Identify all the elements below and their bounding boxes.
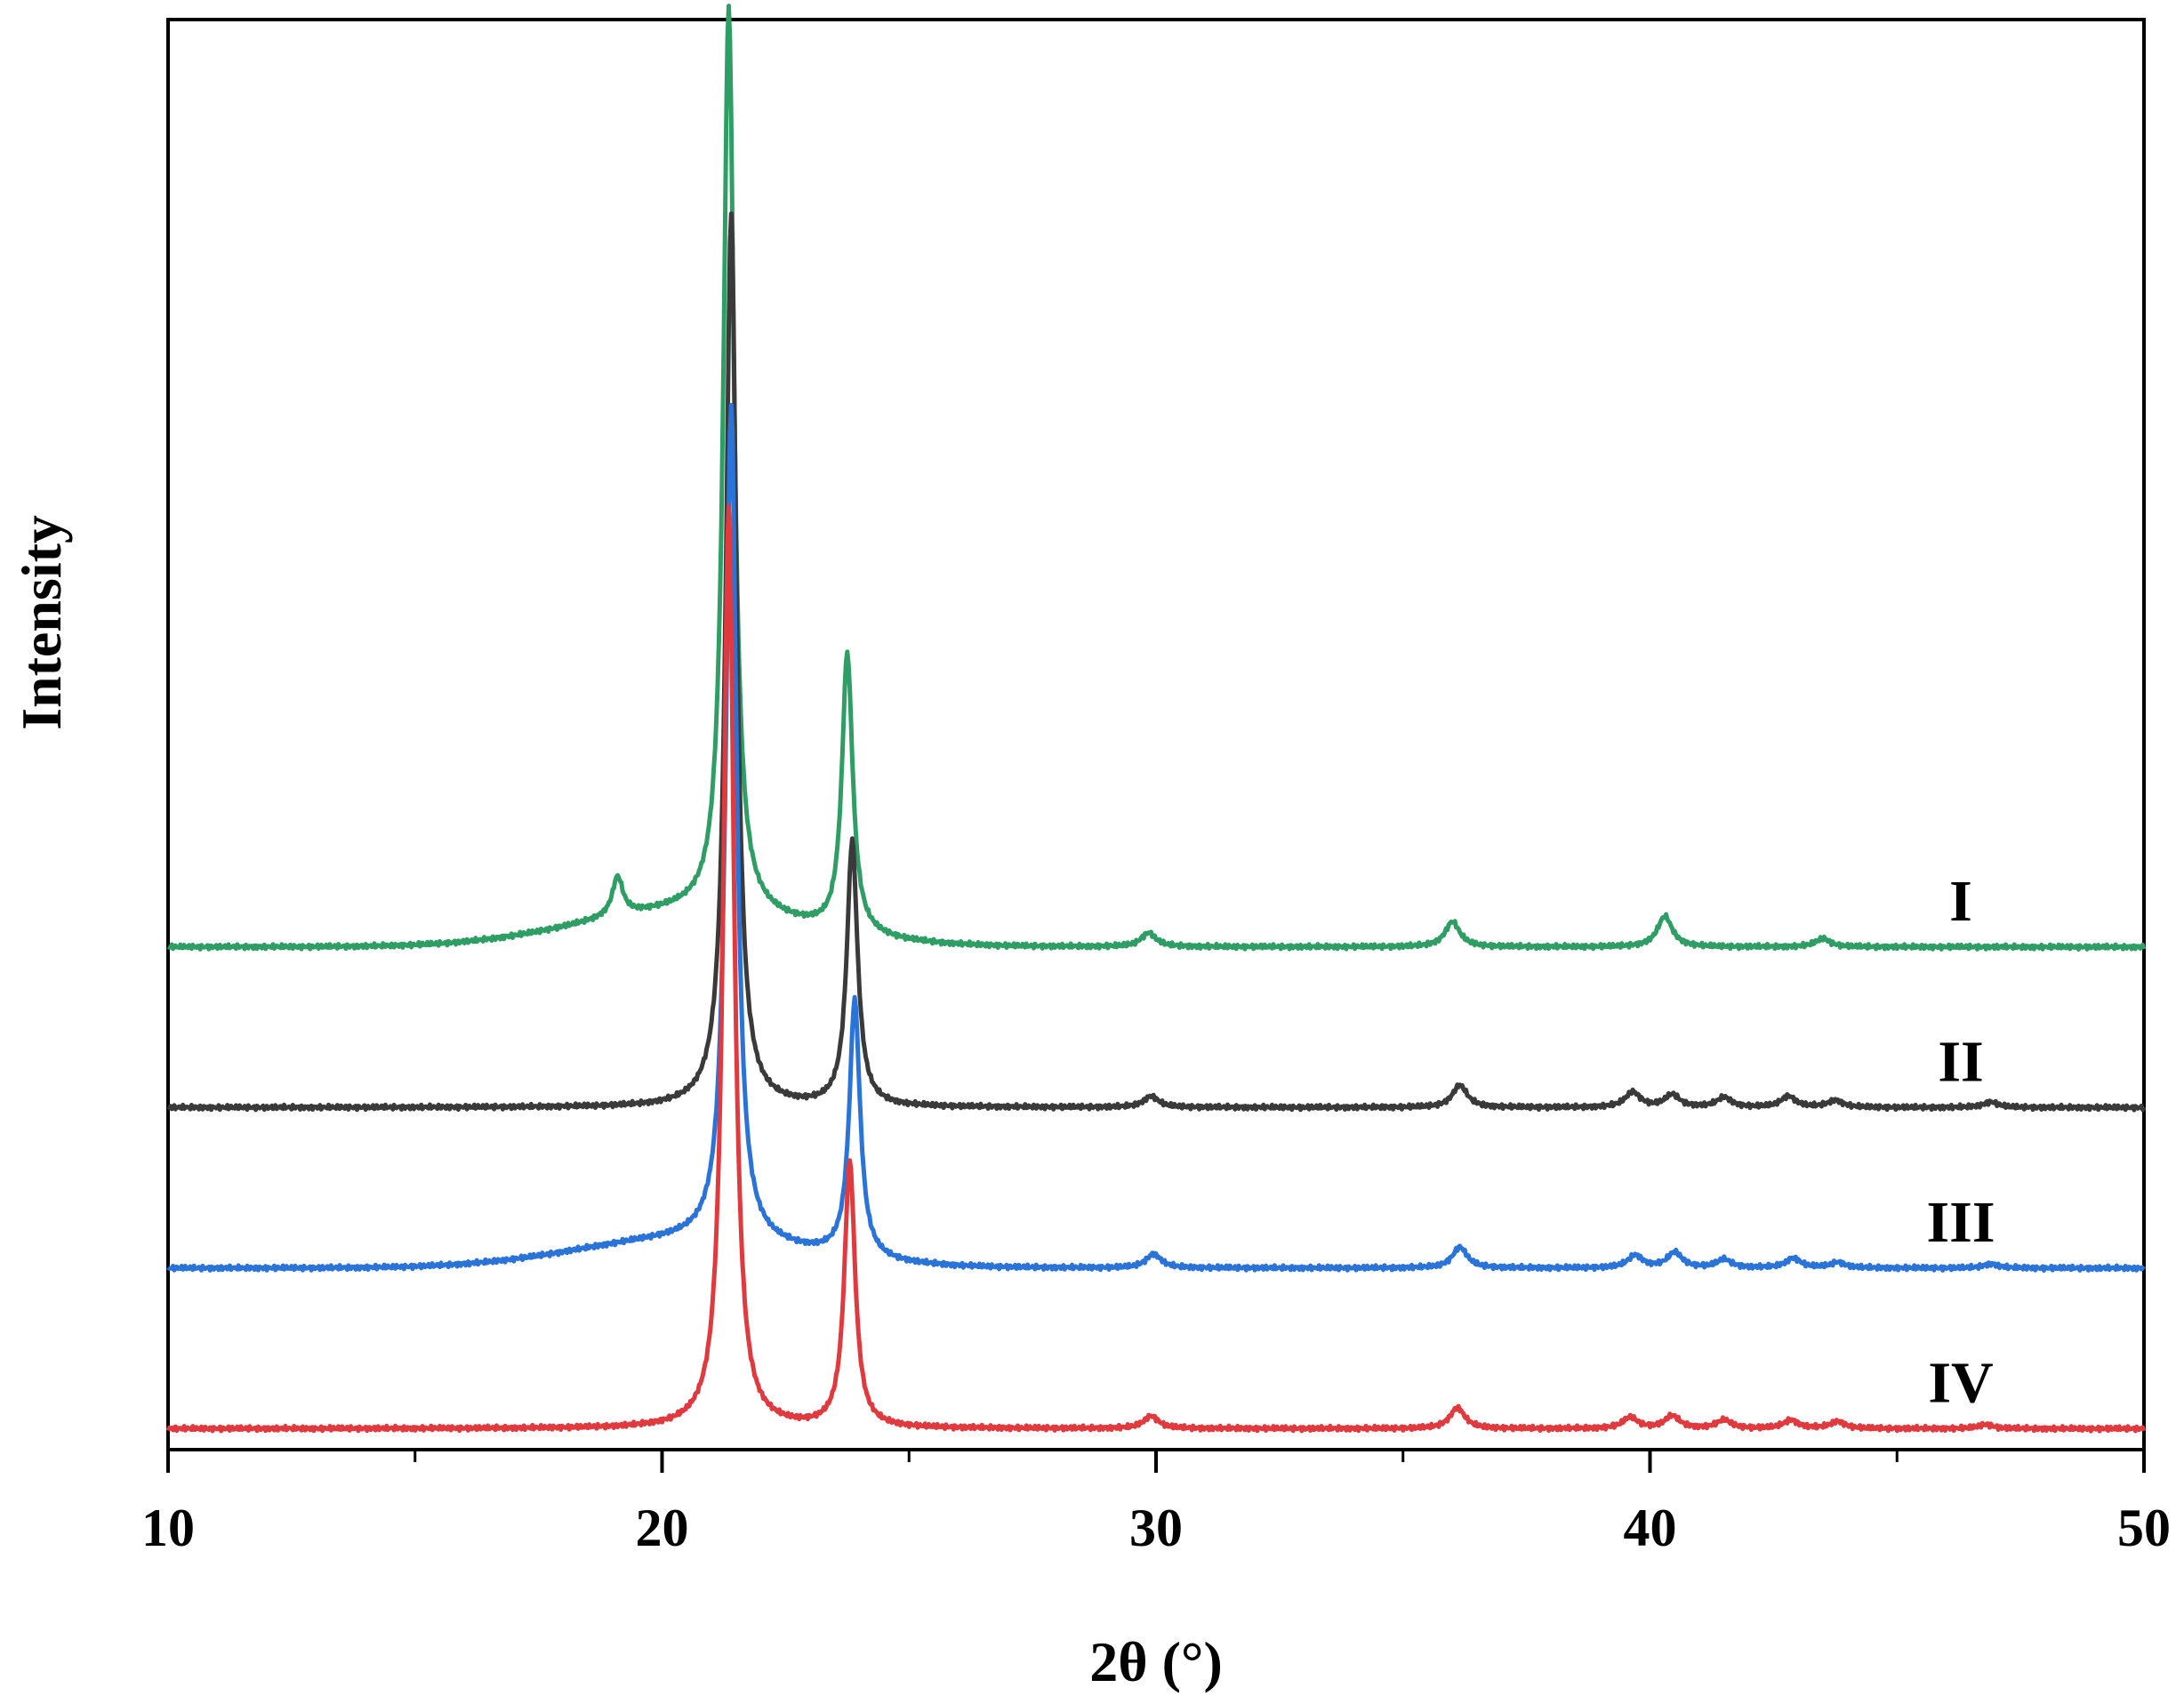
series-label-III: III: [1926, 1190, 1995, 1255]
x-tick-label: 40: [1624, 1499, 1677, 1557]
series-line-II: [166, 211, 2147, 1113]
x-tick-label: 10: [141, 1499, 195, 1557]
series-line-III: [166, 403, 2146, 1273]
series-traces: [165, 4, 2147, 1434]
series-label-II: II: [1938, 1029, 1983, 1094]
series-line-I: [166, 4, 2147, 952]
x-axis-title: 2θ (°): [1089, 1630, 1223, 1693]
x-axis-ticks: [166, 1450, 2146, 1473]
series-label-I: I: [1949, 869, 1972, 934]
series-label-IV: IV: [1928, 1350, 1993, 1415]
x-tick-label: 50: [2117, 1499, 2171, 1557]
x-tick-label: 20: [636, 1499, 689, 1557]
x-tick-label: 30: [1129, 1499, 1183, 1557]
series-line-IV: [165, 503, 2147, 1434]
x-axis-tick-labels: 10 20 30 40 50: [141, 1499, 2171, 1557]
plot-frame: [166, 18, 2146, 1451]
y-axis-title: Intensity: [10, 515, 73, 730]
